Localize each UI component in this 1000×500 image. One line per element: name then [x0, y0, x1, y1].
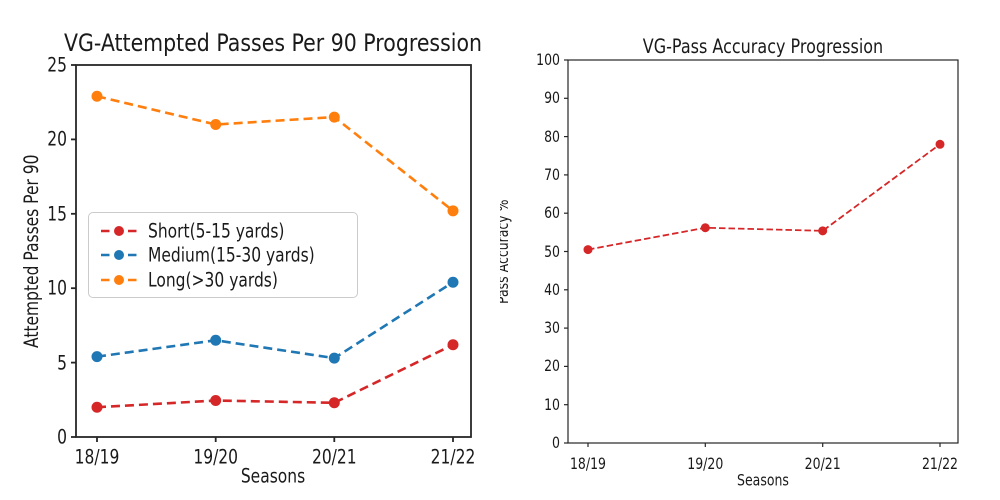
- y-tick-label: 60: [544, 202, 560, 223]
- x-tick-label: 20/21: [311, 445, 357, 469]
- x-axis-label: Seasons: [737, 469, 789, 490]
- chart-title: VG-Pass Accuracy Progression: [642, 35, 884, 58]
- data-point-marker: [935, 139, 945, 149]
- data-point-marker: [583, 245, 593, 255]
- y-tick-label: 0: [552, 432, 560, 453]
- y-tick-label: 100: [536, 49, 560, 70]
- axes-frame: [75, 64, 472, 438]
- data-point-marker: [818, 226, 828, 236]
- y-tick-label: 20: [47, 127, 67, 151]
- legend-key-icon: [101, 225, 137, 236]
- data-point-marker: [91, 401, 103, 413]
- y-tick-label: 20: [544, 355, 560, 376]
- series-line: [587, 143, 941, 251]
- y-tick-label: 70: [544, 164, 560, 184]
- legend-item: Short(5-15 yards): [99, 219, 347, 242]
- chart-title: VG-Attempted Passes Per 90 Progression: [63, 29, 483, 57]
- pass-accuracy-chart-panel: VG-Pass Accuracy Progression Pass Accura…: [500, 0, 1000, 500]
- y-tick-label: 0: [57, 425, 67, 449]
- y-tick-label: 30: [544, 317, 560, 338]
- data-point-marker: [91, 90, 103, 102]
- y-tick-label: 50: [544, 241, 560, 261]
- series-line: [96, 281, 454, 360]
- data-point-marker: [700, 223, 710, 233]
- data-point-marker: [328, 111, 340, 123]
- data-point-marker: [328, 352, 340, 364]
- data-point-marker: [210, 334, 222, 346]
- data-point-marker: [447, 205, 459, 217]
- data-point-marker: [447, 339, 459, 351]
- x-tick-label: 18/19: [569, 453, 607, 474]
- plot-area: [564, 59, 959, 447]
- legend-item-label: Long(>30 yards): [148, 268, 278, 291]
- y-tick-label: 10: [544, 394, 560, 414]
- data-point-marker: [210, 119, 222, 131]
- data-point-marker: [91, 351, 103, 363]
- data-point-marker: [328, 397, 340, 409]
- y-tick-label: 80: [544, 126, 560, 146]
- data-point-marker: [447, 276, 459, 288]
- y-tick-label: 25: [47, 53, 67, 77]
- axes-frame: [567, 59, 959, 444]
- x-tick-label: 19/20: [687, 453, 724, 474]
- legend-item: Medium(15-30 yards): [99, 243, 347, 267]
- series-line: [96, 343, 454, 409]
- x-tick-label: 21/22: [430, 445, 476, 469]
- legend-key-icon: [101, 274, 137, 285]
- legend-item-label: Short(5-15 yards): [148, 219, 285, 242]
- data-point-marker: [210, 395, 222, 407]
- x-tick-label: 19/20: [193, 445, 239, 469]
- x-axis-label: Seasons: [240, 464, 306, 488]
- series-line: [96, 94, 454, 212]
- x-tick-label: 20/21: [804, 453, 841, 474]
- x-tick-label: 21/22: [921, 453, 959, 474]
- y-tick-label: 90: [544, 87, 560, 108]
- x-tick-label: 18/19: [74, 445, 120, 469]
- legend-item-label: Medium(15-30 yards): [148, 243, 315, 267]
- plot-area: [71, 64, 472, 442]
- y-tick-label: 5: [57, 351, 67, 375]
- legend: Short(5-15 yards) Medium(15-30 yards) Long…: [88, 212, 358, 298]
- legend-item: Long(>30 yards): [99, 268, 347, 291]
- attempted-passes-chart-panel: VG-Attempted Passes Per 90 Progression A…: [20, 29, 483, 488]
- legend-key-icon: [101, 250, 137, 260]
- y-tick-label: 15: [47, 202, 67, 226]
- y-tick-label: 10: [47, 276, 67, 300]
- y-tick-label: 40: [544, 279, 560, 299]
